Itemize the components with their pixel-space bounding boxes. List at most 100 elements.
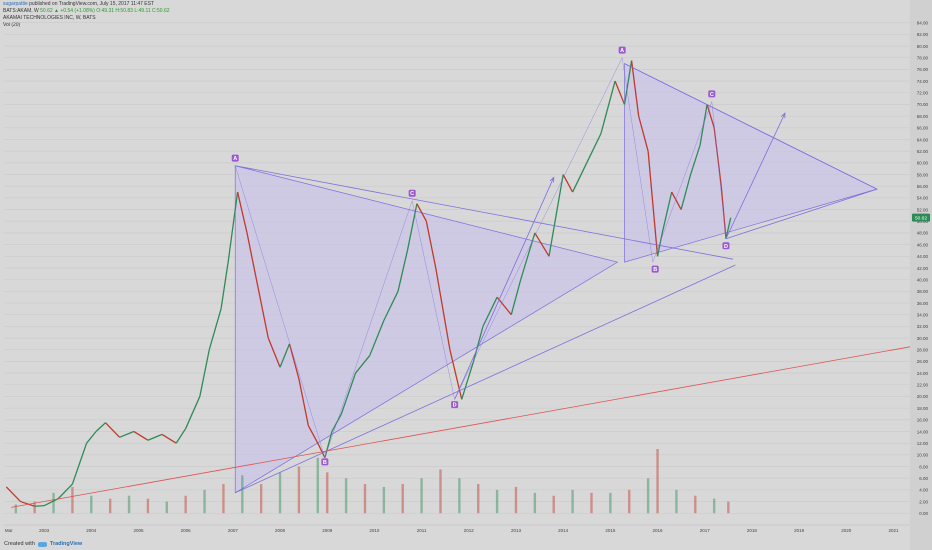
price-segment bbox=[600, 80, 616, 134]
x-tick-label: 2006 bbox=[181, 528, 192, 533]
volume-bar bbox=[382, 486, 386, 514]
volume-bar bbox=[628, 489, 631, 514]
y-tick-label: 30.00 bbox=[917, 336, 929, 341]
y-tick-label: 0.00 bbox=[919, 511, 928, 516]
trendline bbox=[725, 188, 878, 240]
y-tick-label: 58.00 bbox=[917, 172, 929, 177]
pattern-point-marker bbox=[321, 458, 329, 466]
pattern-point-label: A bbox=[233, 156, 237, 162]
arrow-head bbox=[780, 112, 786, 119]
price-segment bbox=[255, 279, 269, 339]
price-segment bbox=[43, 498, 59, 507]
price-segment bbox=[461, 361, 475, 400]
volume-bar bbox=[552, 495, 555, 514]
volume-bar bbox=[694, 495, 697, 514]
author-link[interactable]: sugarpattie bbox=[3, 1, 28, 7]
y-tick-label: 40.00 bbox=[917, 277, 929, 282]
price-segment bbox=[175, 428, 187, 444]
last-price-label: 50.62 bbox=[915, 215, 927, 221]
footer-brand[interactable]: TradingView bbox=[49, 541, 83, 547]
volume-bar bbox=[14, 504, 17, 514]
price-segment bbox=[647, 151, 659, 257]
chart-header: sugarpattie published on TradingView.com… bbox=[3, 1, 170, 29]
x-tick-label: 2014 bbox=[558, 528, 569, 533]
price-segment bbox=[95, 422, 106, 432]
pattern-point-marker bbox=[722, 242, 730, 250]
price-segment bbox=[572, 162, 588, 193]
x-tick-label: 2021 bbox=[888, 528, 899, 533]
y-tick-label: 76.00 bbox=[917, 67, 929, 72]
x-tick-label: 2004 bbox=[86, 528, 97, 533]
price-segment bbox=[185, 396, 201, 429]
price-segment bbox=[562, 174, 574, 193]
tradingview-logo-icon bbox=[37, 541, 47, 547]
volume-bar bbox=[590, 492, 593, 514]
volume-bar bbox=[316, 457, 319, 514]
volume-bar bbox=[675, 489, 678, 514]
volume-bars bbox=[14, 448, 730, 514]
price-series bbox=[5, 60, 732, 507]
price-segment bbox=[699, 104, 708, 146]
y-tick-label: 2.00 bbox=[919, 499, 928, 504]
y-tick-label: 6.00 bbox=[919, 476, 928, 481]
volume-bar bbox=[297, 466, 301, 514]
x-tick-label: 2018 bbox=[747, 528, 758, 533]
x-tick-label: 2017 bbox=[700, 528, 711, 533]
y-tick-label: 8.00 bbox=[919, 464, 928, 469]
volume-bar bbox=[203, 489, 206, 514]
volume-bar bbox=[712, 498, 716, 514]
volume-bar bbox=[656, 448, 659, 514]
price-segment bbox=[199, 349, 210, 397]
price-segment bbox=[340, 372, 357, 415]
price-segment bbox=[369, 320, 385, 356]
price-segment bbox=[534, 232, 550, 257]
y-tick-label: 10.00 bbox=[917, 453, 929, 458]
price-segment bbox=[586, 133, 602, 164]
y-tick-label: 54.00 bbox=[917, 196, 929, 201]
price-segment bbox=[324, 431, 333, 458]
y-tick-label: 80.00 bbox=[917, 44, 929, 49]
x-tick-label: 2010 bbox=[369, 528, 380, 533]
pattern-triangle bbox=[234, 165, 619, 494]
x-tick-label: 2009 bbox=[322, 528, 333, 533]
y-tick-label: 56.00 bbox=[917, 184, 929, 189]
y-tick-label: 82.00 bbox=[917, 32, 929, 37]
y-tick-label: 64.00 bbox=[917, 137, 929, 142]
price-segment bbox=[397, 250, 409, 292]
y-tick-label: 42.00 bbox=[917, 266, 929, 271]
pattern-path bbox=[234, 56, 727, 459]
y-tick-label: 32.00 bbox=[917, 324, 929, 329]
trendline bbox=[11, 346, 911, 508]
price-segment bbox=[236, 191, 248, 234]
price-segment bbox=[133, 430, 149, 441]
price-segment bbox=[104, 422, 121, 438]
x-tick-label: 2005 bbox=[133, 528, 144, 533]
pattern-point-marker bbox=[451, 401, 459, 409]
volume-bar bbox=[646, 478, 650, 514]
y-tick-label: 12.00 bbox=[917, 441, 929, 446]
price-segment bbox=[496, 296, 512, 316]
volume-label: Vol (20) bbox=[3, 22, 21, 28]
volume-bar bbox=[363, 484, 367, 514]
y-tick-label: 52.00 bbox=[917, 207, 929, 212]
price-segment bbox=[623, 60, 633, 105]
volume-bar bbox=[727, 501, 730, 514]
price-segment bbox=[548, 174, 564, 257]
created-with-text: Created with bbox=[4, 541, 35, 547]
x-tick-label: 2003 bbox=[39, 528, 50, 533]
price-segment bbox=[119, 430, 135, 438]
y-tick-label: 46.00 bbox=[917, 242, 929, 247]
x-tick-label: 2008 bbox=[275, 528, 286, 533]
price-segment bbox=[86, 431, 97, 444]
x-tick-label: 2020 bbox=[841, 528, 852, 533]
volume-bar bbox=[71, 486, 74, 514]
price-segment bbox=[208, 308, 222, 350]
y-tick-label: 74.00 bbox=[917, 79, 929, 84]
price-segment bbox=[725, 217, 732, 239]
price-segment bbox=[416, 203, 427, 222]
pattern-point-label: B bbox=[323, 460, 327, 466]
volume-bar bbox=[259, 484, 263, 514]
pattern-point-label: D bbox=[453, 403, 457, 409]
price-segment bbox=[472, 326, 484, 362]
